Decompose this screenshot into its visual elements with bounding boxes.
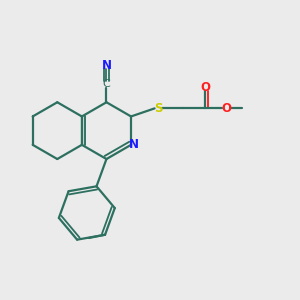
Text: N: N <box>101 59 112 72</box>
Text: N: N <box>129 138 139 151</box>
Text: O: O <box>221 102 231 115</box>
Text: O: O <box>200 81 210 94</box>
Text: S: S <box>154 102 163 115</box>
Text: C: C <box>103 79 110 89</box>
